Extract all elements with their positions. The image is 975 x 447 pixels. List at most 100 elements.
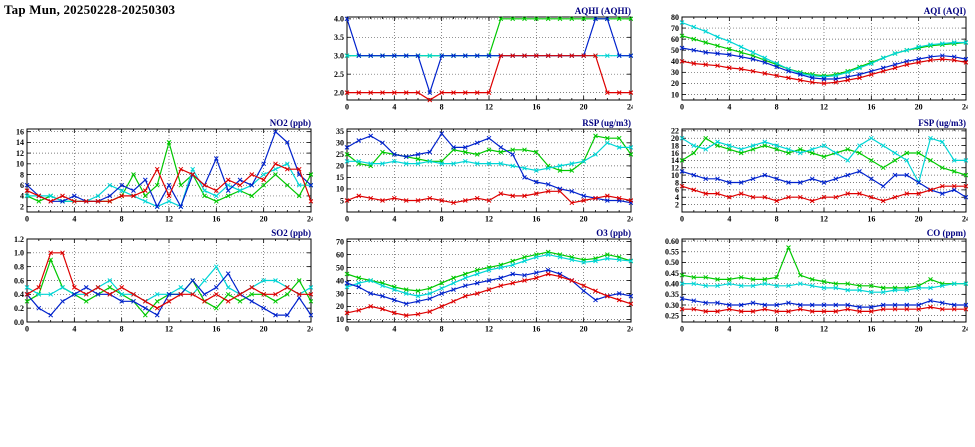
svg-text:0.45: 0.45 — [665, 269, 679, 278]
svg-text:4: 4 — [392, 325, 396, 334]
svg-text:20: 20 — [260, 215, 268, 224]
svg-text:1.0: 1.0 — [14, 249, 24, 258]
svg-text:FSP (ug/m3): FSP (ug/m3) — [918, 118, 966, 128]
svg-text:24: 24 — [627, 103, 633, 112]
svg-text:20: 20 — [336, 302, 344, 311]
svg-text:12: 12 — [485, 103, 493, 112]
svg-text:4: 4 — [727, 215, 731, 224]
svg-text:35: 35 — [336, 127, 344, 136]
svg-text:AQI (AQI): AQI (AQI) — [924, 6, 966, 16]
svg-text:10: 10 — [16, 160, 24, 169]
svg-text:0: 0 — [345, 103, 349, 112]
svg-text:30: 30 — [336, 139, 344, 148]
svg-text:4.0: 4.0 — [334, 15, 344, 24]
svg-text:4: 4 — [727, 103, 731, 112]
svg-text:O3 (ppb): O3 (ppb) — [596, 228, 631, 238]
svg-text:RSP (ug/m3): RSP (ug/m3) — [582, 118, 631, 128]
svg-text:24: 24 — [307, 215, 313, 224]
chart-fsp: 2 4 6 8 10 12 14 16 18 20 22 0 4 8 12 16 20 24 FSP (ug/m3) — [656, 116, 968, 226]
svg-text:12: 12 — [165, 325, 173, 334]
svg-text:0.8: 0.8 — [14, 262, 24, 271]
svg-text:40: 40 — [671, 57, 679, 66]
svg-text:1.2: 1.2 — [14, 235, 24, 244]
svg-text:0.0: 0.0 — [14, 318, 24, 327]
svg-text:16: 16 — [212, 215, 220, 224]
svg-text:0.25: 0.25 — [665, 311, 679, 320]
chart-co: 0.25 0.30 0.35 0.40 0.45 0.50 0.55 0.60 0 4 8 12 16 2… — [656, 226, 968, 336]
svg-text:70: 70 — [336, 237, 344, 246]
svg-text:24: 24 — [627, 215, 633, 224]
svg-text:20: 20 — [915, 325, 923, 334]
svg-text:80: 80 — [671, 13, 679, 22]
svg-text:16: 16 — [16, 127, 24, 136]
svg-text:60: 60 — [671, 35, 679, 44]
svg-text:4: 4 — [392, 215, 396, 224]
svg-text:4: 4 — [72, 215, 76, 224]
svg-text:0: 0 — [680, 215, 684, 224]
svg-text:NO2 (ppb): NO2 (ppb) — [270, 118, 311, 128]
svg-text:22: 22 — [671, 127, 679, 136]
rsp-plot: 5 10 15 20 25 30 35 0 4 8 12 16 20 24 RSP (ug/m3) — [336, 118, 633, 224]
svg-text:0.40: 0.40 — [665, 279, 679, 288]
svg-text:2.5: 2.5 — [334, 70, 344, 79]
svg-text:20: 20 — [580, 103, 588, 112]
svg-text:60: 60 — [336, 250, 344, 259]
svg-text:0: 0 — [680, 103, 684, 112]
svg-text:16: 16 — [867, 215, 875, 224]
so2-plot: 0.0 0.2 0.4 0.6 0.8 1.0 1.2 0 4 8 12 16 20 24 SO2 (ppb… — [14, 228, 313, 334]
chart-aqi: 10 20 30 40 50 60 70 80 0 4 8 12 16 20 24 AQI (AQI) — [656, 4, 968, 114]
svg-text:4: 4 — [675, 193, 679, 202]
svg-text:20: 20 — [915, 215, 923, 224]
co-plot: 0.250.30 0.35 0.400.45 0.500.55 0.60 0 4 8 12 16 2… — [665, 228, 968, 334]
svg-text:70: 70 — [671, 24, 679, 33]
svg-text:20: 20 — [580, 325, 588, 334]
svg-text:12: 12 — [820, 103, 828, 112]
svg-text:8: 8 — [120, 215, 124, 224]
svg-text:30: 30 — [671, 68, 679, 77]
svg-text:8: 8 — [775, 215, 779, 224]
svg-text:4: 4 — [392, 103, 396, 112]
svg-text:16: 16 — [532, 325, 540, 334]
svg-text:8: 8 — [775, 103, 779, 112]
svg-text:14: 14 — [671, 156, 679, 165]
svg-text:24: 24 — [962, 325, 968, 334]
svg-text:20: 20 — [260, 325, 268, 334]
svg-text:0.30: 0.30 — [665, 301, 679, 310]
svg-text:0.60: 0.60 — [665, 237, 679, 246]
svg-text:20: 20 — [915, 103, 923, 112]
svg-text:12: 12 — [671, 164, 679, 173]
svg-text:14: 14 — [16, 138, 24, 147]
svg-text:0: 0 — [25, 325, 29, 334]
svg-text:8: 8 — [20, 170, 24, 179]
chart-aqhi: 2.0 2.5 3.0 3.5 4.0 0 4 8 12 16 20 24 AQHI (AQHI) — [321, 4, 633, 114]
svg-text:10: 10 — [671, 171, 679, 180]
svg-text:18: 18 — [671, 141, 679, 150]
svg-text:0.50: 0.50 — [665, 258, 679, 267]
svg-text:20: 20 — [671, 79, 679, 88]
svg-text:12: 12 — [820, 215, 828, 224]
svg-text:16: 16 — [532, 103, 540, 112]
svg-text:24: 24 — [307, 325, 313, 334]
chart-rsp: 5 10 15 20 25 30 35 0 4 8 12 16 20 24 RSP (ug/m3) — [321, 116, 633, 226]
svg-text:16: 16 — [532, 215, 540, 224]
svg-text:8: 8 — [120, 325, 124, 334]
svg-text:2: 2 — [20, 202, 24, 211]
svg-text:16: 16 — [671, 149, 679, 158]
svg-text:8: 8 — [440, 103, 444, 112]
svg-text:4: 4 — [20, 192, 24, 201]
svg-text:24: 24 — [962, 103, 968, 112]
svg-text:3.0: 3.0 — [334, 52, 344, 61]
svg-text:0.6: 0.6 — [14, 276, 24, 285]
svg-text:0.55: 0.55 — [665, 248, 679, 257]
svg-text:20: 20 — [336, 162, 344, 171]
svg-text:0.35: 0.35 — [665, 290, 679, 299]
svg-text:25: 25 — [336, 150, 344, 159]
svg-text:12: 12 — [16, 149, 24, 158]
svg-text:30: 30 — [336, 289, 344, 298]
chart-no2: 2 4 6 8 10 12 14 16 0 4 8 12 16 20 24 NO2 (ppb) — [1, 116, 313, 226]
svg-text:20: 20 — [671, 134, 679, 143]
svg-text:0: 0 — [345, 325, 349, 334]
svg-text:0.2: 0.2 — [14, 304, 24, 313]
svg-text:AQHI (AQHI): AQHI (AQHI) — [575, 6, 631, 16]
